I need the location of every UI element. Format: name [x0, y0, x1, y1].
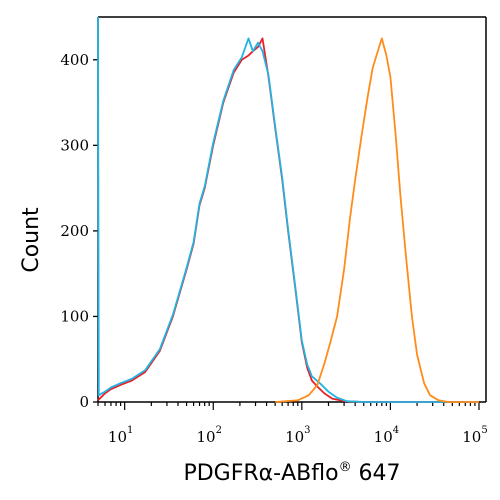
y-tick-label: 100 — [60, 307, 89, 325]
series-line-1 — [97, 37, 479, 403]
x-axis-ticks: 101 102 103 104 105 — [97, 402, 488, 446]
y-axis-title: Count — [19, 207, 44, 273]
x-tick-label: 103 — [285, 425, 310, 446]
x-axis-title-main: PDGFRα-ABflo — [183, 461, 338, 486]
x-tick-label: 104 — [374, 425, 399, 446]
y-tick-label: 300 — [60, 136, 89, 154]
x-tick-label: 102 — [197, 425, 222, 446]
x-tick-label: 105 — [462, 425, 487, 446]
series-line-3 — [275, 37, 479, 403]
y-tick-label: 400 — [60, 51, 89, 69]
y-tick-label: 200 — [60, 222, 89, 240]
x-axis-title-registered: ® — [339, 460, 352, 475]
histogram-series — [97, 16, 479, 403]
x-tick-label: 101 — [108, 425, 133, 446]
x-axis-title: PDGFRα-ABflo® 647 — [183, 460, 400, 486]
y-axis-ticks: 0 100 200 300 400 — [60, 51, 98, 411]
y-tick-label: 0 — [79, 393, 89, 411]
plot-frame — [97, 16, 487, 403]
x-axis-title-suffix: 647 — [352, 461, 401, 486]
series-line-2 — [97, 16, 479, 403]
